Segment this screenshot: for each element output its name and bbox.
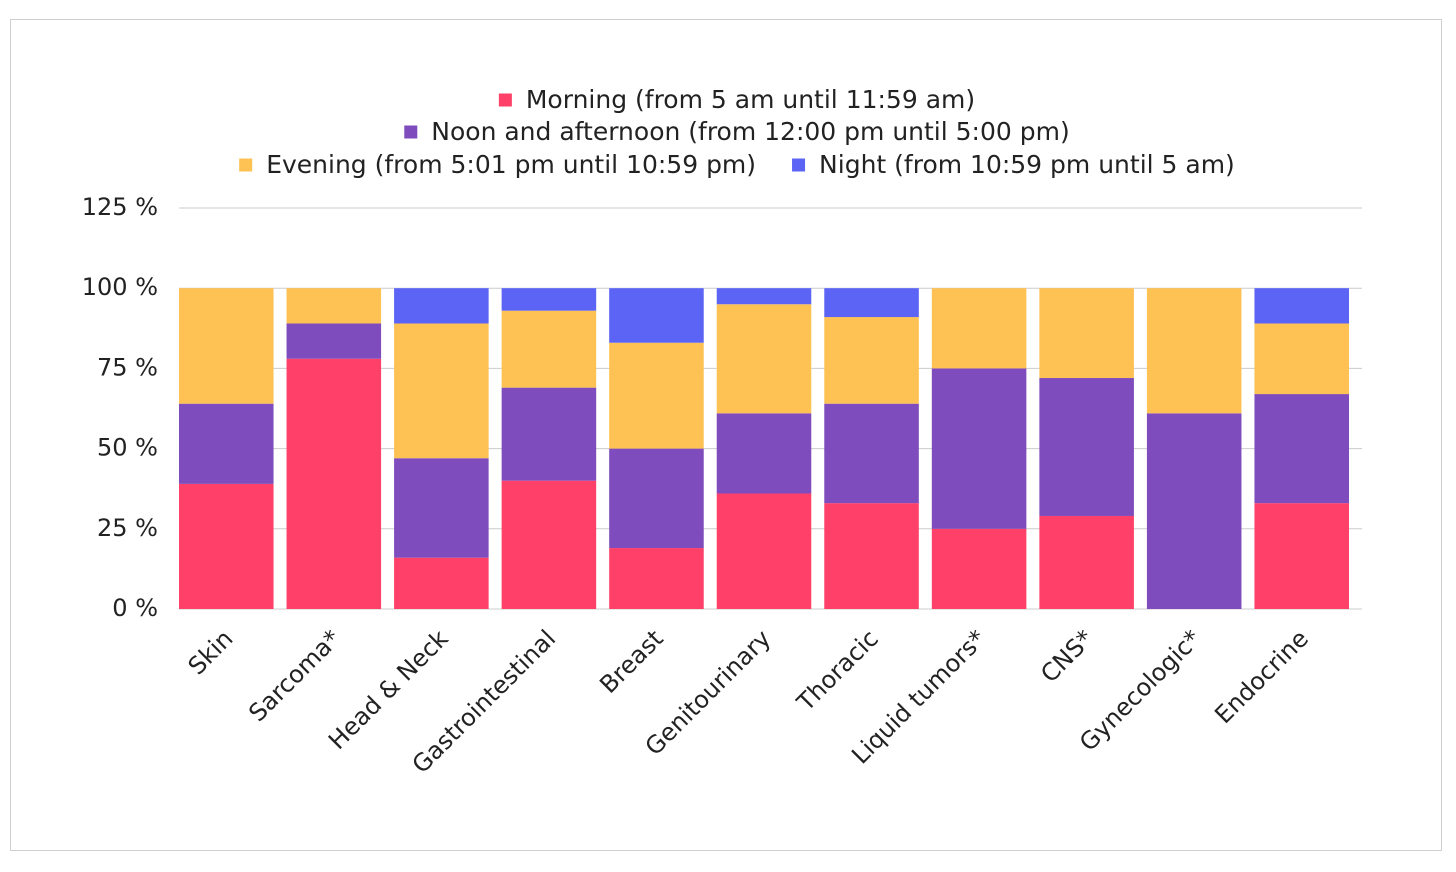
legend-swatch-evening bbox=[239, 158, 253, 172]
x-tick-label: Breast bbox=[594, 624, 668, 698]
bar-segment bbox=[824, 503, 919, 609]
bar-segment bbox=[824, 317, 919, 404]
legend-label-night: Night (from 10:59 pm until 5 am) bbox=[819, 150, 1235, 179]
bar-segment bbox=[609, 288, 704, 343]
legend-label-noon: Noon and afternoon (from 12:00 pm until … bbox=[431, 117, 1069, 146]
bar-segment bbox=[1254, 394, 1349, 504]
bars bbox=[179, 288, 1349, 609]
y-tick-label: 25 % bbox=[97, 514, 158, 542]
bar-segment bbox=[1254, 503, 1349, 609]
bar-stack bbox=[394, 288, 489, 609]
y-tick-label: 125 % bbox=[82, 193, 158, 221]
bar-stack bbox=[931, 288, 1027, 609]
bar-segment bbox=[501, 387, 597, 481]
x-tick-label: Skin bbox=[183, 624, 239, 680]
y-tick-label: 100 % bbox=[82, 273, 158, 301]
bar-segment bbox=[609, 448, 704, 549]
bar-segment bbox=[394, 557, 489, 609]
bar-segment bbox=[394, 458, 489, 558]
bar-segment bbox=[716, 493, 812, 609]
x-tick-label: Thoracic bbox=[791, 624, 884, 717]
bar-stack bbox=[501, 288, 597, 609]
bar-segment bbox=[179, 403, 274, 484]
y-tick-label: 0 % bbox=[112, 594, 158, 622]
bar-stack bbox=[609, 288, 704, 609]
bar-segment bbox=[394, 323, 489, 459]
legend-swatch-morning bbox=[498, 93, 512, 107]
bar-segment bbox=[824, 288, 919, 318]
legend-label-morning: Morning (from 5 am until 11:59 am) bbox=[526, 85, 975, 114]
bar-segment bbox=[931, 368, 1027, 529]
bar-segment bbox=[286, 323, 382, 359]
bar-segment bbox=[179, 483, 274, 609]
bar-segment bbox=[286, 288, 382, 324]
bar-segment bbox=[931, 288, 1027, 369]
bar-stack bbox=[824, 288, 919, 609]
bar-segment bbox=[1039, 288, 1134, 379]
bar-segment bbox=[501, 310, 597, 388]
y-axis: 0 % 25 % 50 % 75 % 100 % 125 % bbox=[82, 193, 158, 622]
bar-stack bbox=[286, 288, 382, 609]
bar-segment bbox=[179, 288, 274, 404]
x-tick-label: CNS* bbox=[1035, 624, 1099, 688]
bar-segment bbox=[501, 480, 597, 609]
y-tick-label: 50 % bbox=[97, 434, 158, 462]
bar-stack bbox=[1146, 288, 1242, 609]
bar-segment bbox=[716, 413, 812, 494]
bar-segment bbox=[1254, 288, 1349, 324]
bar-stack bbox=[716, 288, 812, 609]
bar-segment bbox=[609, 548, 704, 609]
bar-segment bbox=[286, 358, 382, 609]
bar-segment bbox=[394, 288, 489, 324]
bar-segment bbox=[609, 342, 704, 449]
x-tick-label: Sarcoma* bbox=[243, 624, 346, 727]
x-tick-label: Endocrine bbox=[1209, 624, 1314, 729]
bar-segment bbox=[716, 288, 812, 305]
bar-segment bbox=[1039, 378, 1134, 516]
bar-segment bbox=[501, 288, 597, 311]
legend: Morning (from 5 am until 11:59 am) Noon … bbox=[239, 85, 1235, 179]
legend-label-evening: Evening (from 5:01 pm until 10:59 pm) bbox=[266, 150, 756, 179]
bar-segment bbox=[931, 528, 1027, 609]
legend-swatch-night bbox=[792, 158, 806, 172]
bar-segment bbox=[716, 304, 812, 414]
bar-stack bbox=[1039, 288, 1134, 609]
bar-segment bbox=[1254, 323, 1349, 395]
bar-segment bbox=[824, 403, 919, 504]
bar-segment bbox=[1039, 515, 1134, 609]
y-tick-label: 75 % bbox=[97, 353, 158, 381]
bar-segment bbox=[1146, 288, 1242, 414]
legend-swatch-noon bbox=[404, 125, 418, 139]
bar-stack bbox=[1254, 288, 1349, 609]
bar-segment bbox=[1146, 413, 1242, 609]
bar-stack bbox=[179, 288, 274, 609]
